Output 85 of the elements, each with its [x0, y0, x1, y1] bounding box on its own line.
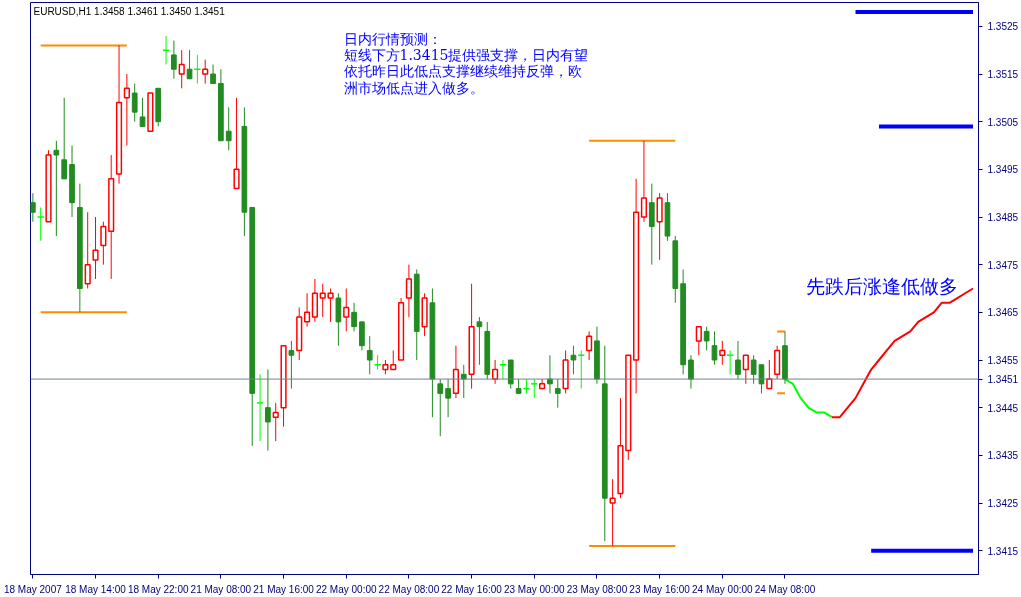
annotation: 日内行情预测：	[343, 30, 442, 47]
x-tick-label: 18 May 22:00	[127, 583, 189, 595]
x-tick-label: 24 May 00:00	[692, 583, 754, 595]
candlestick	[774, 345, 781, 380]
candlestick	[554, 378, 561, 409]
candlestick	[171, 40, 177, 80]
candlestick	[186, 49, 193, 80]
candlestick	[123, 73, 130, 146]
candlestick	[703, 326, 710, 351]
candlestick	[30, 192, 36, 223]
candlestick	[742, 354, 749, 385]
candlestick	[735, 340, 741, 380]
y-tick-label: 1.3415	[987, 545, 1019, 557]
candlestick	[139, 97, 146, 127]
candlestick	[288, 340, 295, 390]
candlestick	[233, 97, 240, 190]
y-tick-label: 1.3495	[987, 164, 1019, 176]
candlestick	[405, 264, 413, 318]
x-tick-label: 21 May 16:00	[253, 583, 315, 595]
candlestick	[335, 292, 342, 347]
x-tick-label: 23 May 08:00	[566, 583, 628, 595]
candlestick	[100, 221, 107, 266]
candlestick	[61, 97, 68, 180]
y-tick-label: 1.3425	[987, 498, 1019, 509]
candlestick	[507, 359, 514, 390]
x-tick-label: 22 May 16:00	[441, 583, 503, 595]
candlestick	[586, 330, 593, 361]
ref-line-label: 1.3451	[987, 374, 1019, 386]
candlestick	[343, 288, 350, 332]
candlestick	[178, 49, 185, 89]
x-tick-label: 22 May 08:00	[378, 583, 440, 595]
y-tick-label: 1.3485	[987, 212, 1019, 223]
candlestick	[265, 369, 271, 452]
x-tick-label: 18 May 14:00	[65, 583, 127, 595]
candlestick	[726, 349, 735, 375]
y-tick-label: 1.3505	[987, 116, 1019, 128]
candlestick	[225, 106, 232, 151]
candlestick	[351, 302, 357, 332]
candlestick	[162, 35, 170, 65]
candlestick	[366, 335, 373, 375]
x-tick-label: 24 May 08:00	[754, 583, 816, 595]
y-tick-label: 1.3435	[987, 450, 1019, 462]
candlestick	[131, 83, 138, 123]
candlestick	[359, 321, 365, 351]
candlestick	[272, 402, 279, 442]
y-tick-label: 1.3465	[987, 307, 1019, 319]
candlestick	[711, 330, 718, 366]
candlestick	[373, 354, 382, 371]
candlestick	[640, 140, 648, 223]
y-tick-label: 1.3525	[987, 21, 1019, 33]
candlestick	[193, 54, 202, 85]
candlestick	[437, 378, 444, 437]
candlestick	[202, 59, 209, 85]
chart-title: EURUSD,H1 1.3458 1.3461 1.3450 1.3451	[33, 5, 226, 17]
candlestick	[719, 340, 726, 366]
candlestick	[695, 325, 702, 356]
y-tick-label: 1.3455	[987, 355, 1019, 366]
candlestick	[530, 378, 539, 399]
candlestick	[648, 183, 655, 266]
candlestick	[256, 373, 264, 442]
candlestick	[36, 206, 45, 242]
x-tick-label: 18 May 2007	[3, 583, 63, 595]
x-tick-label: 23 May 00:00	[503, 583, 566, 595]
candlestick	[210, 63, 216, 85]
x-tick-label: 22 May 00:00	[315, 583, 377, 595]
y-tick-label: 1.3445	[987, 402, 1019, 414]
candlestick	[303, 292, 311, 328]
annotation: 短线下方1.3415提供强支撑，日内有望依托昨日此低点支撑继续维持反弹，欧洲市场低点进入做多。	[343, 46, 589, 97]
candlestick	[92, 216, 99, 280]
candlestick	[688, 354, 694, 390]
candlestick	[445, 378, 451, 418]
candlestick	[53, 140, 60, 237]
x-tick-label: 21 May 08:00	[190, 583, 252, 595]
candlestick	[577, 349, 586, 390]
candlestick	[570, 345, 577, 375]
y-tick-label: 1.3515	[987, 69, 1019, 80]
candlestick	[656, 192, 663, 261]
x-tick-label: 23 May 16:00	[629, 583, 691, 595]
candlestick	[84, 211, 91, 289]
y-tick-label: 1.3475	[987, 259, 1019, 271]
candlestick	[476, 316, 483, 366]
candlestick	[499, 359, 507, 380]
candlestick	[609, 478, 616, 547]
candlestick	[311, 278, 318, 323]
annotation: 先跌后涨逢低做多	[805, 274, 958, 297]
